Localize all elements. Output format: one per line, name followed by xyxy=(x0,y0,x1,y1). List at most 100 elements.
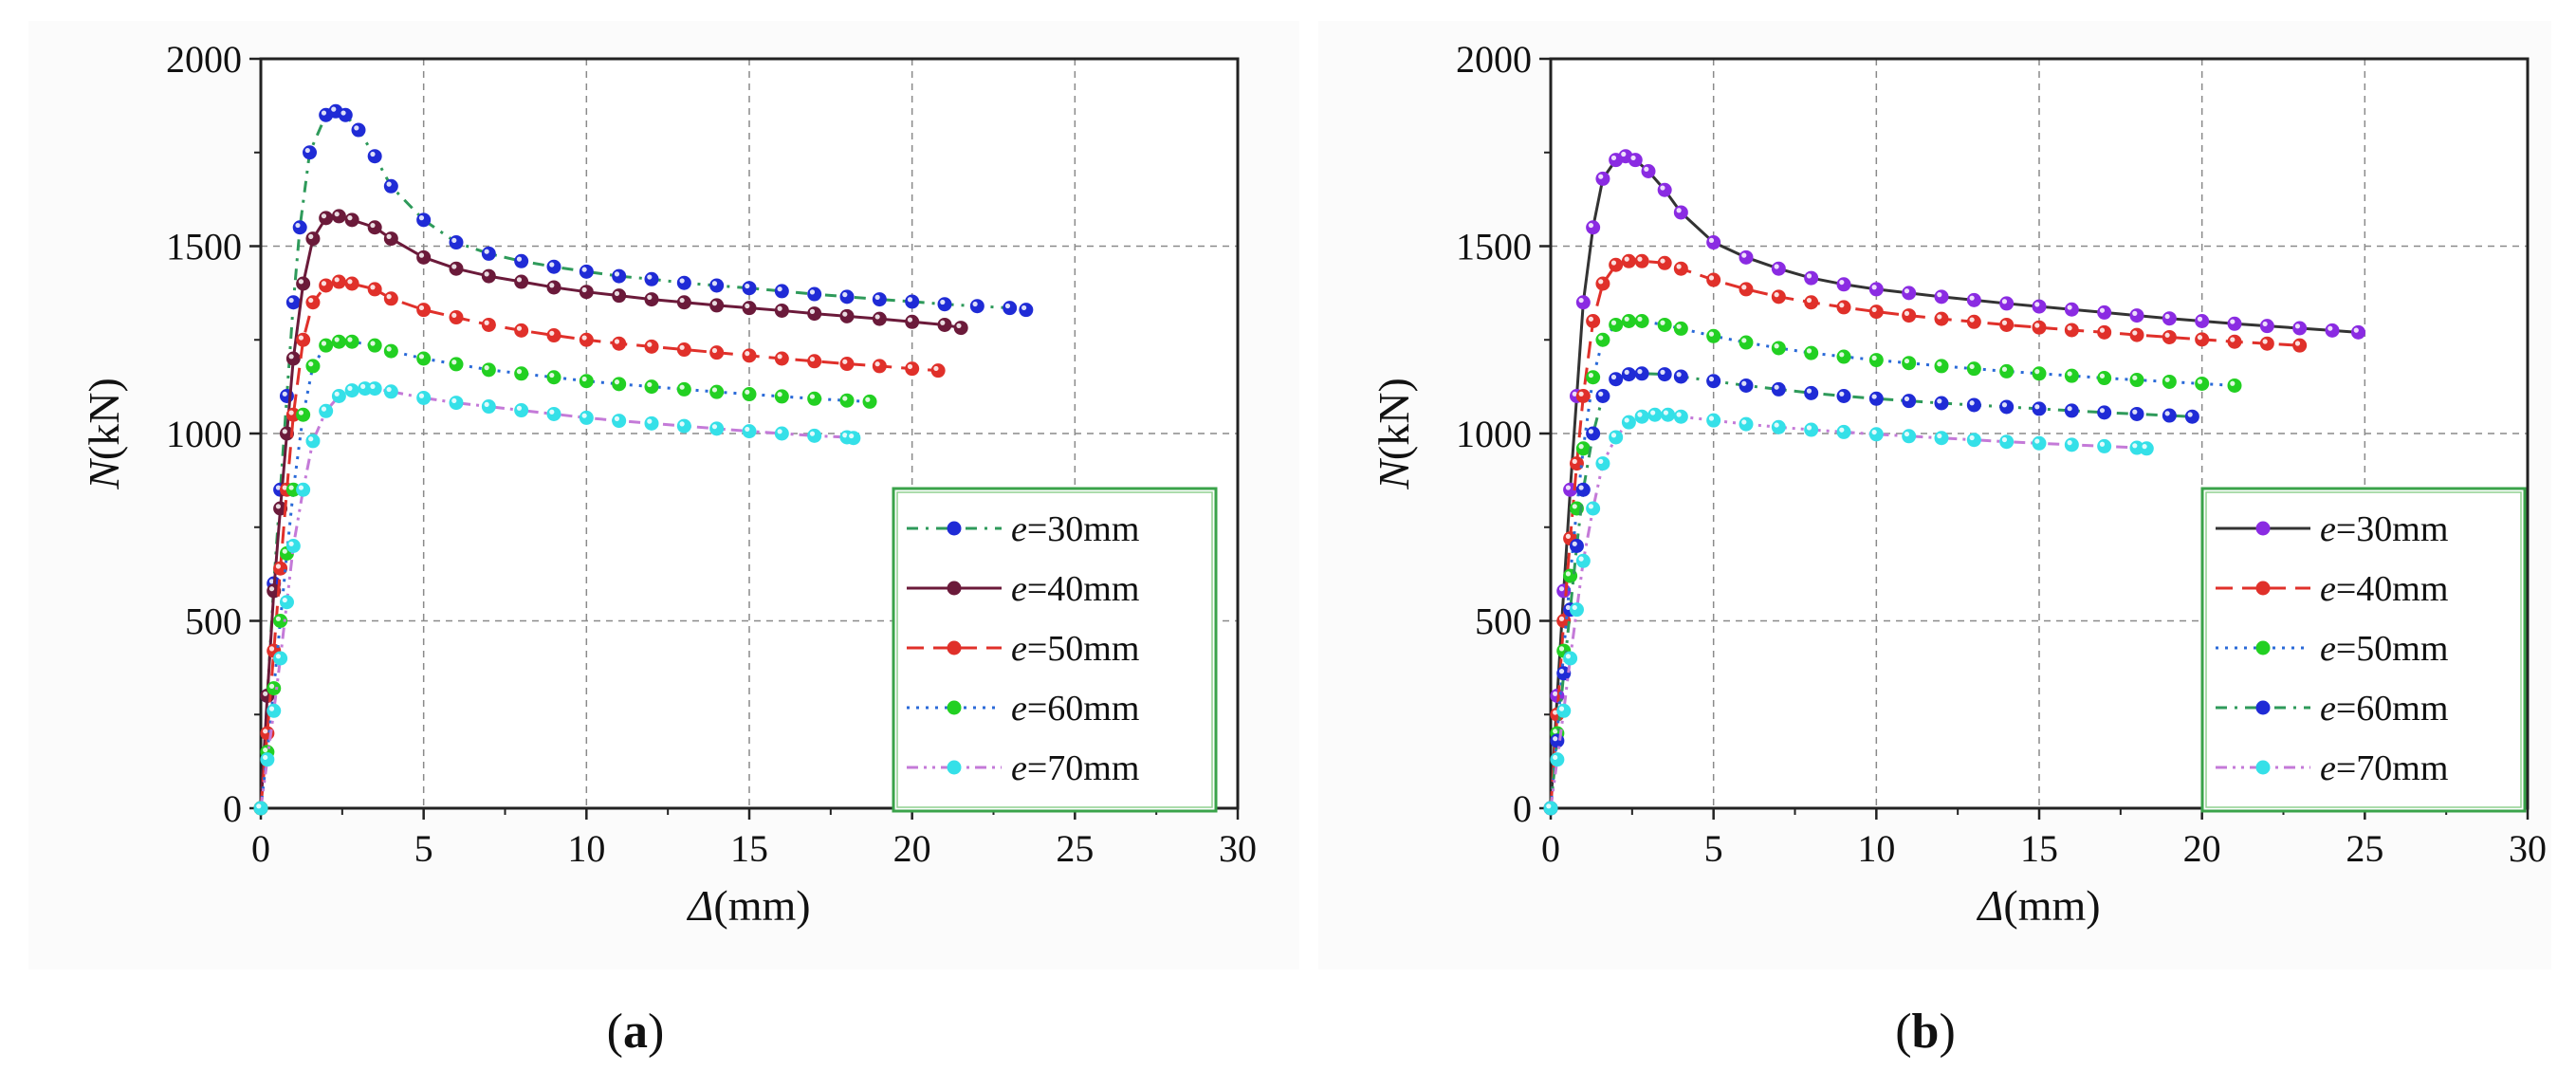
data-point-highlight xyxy=(263,754,268,761)
data-point-highlight xyxy=(777,429,782,434)
data-point xyxy=(937,297,952,312)
data-point-highlight xyxy=(1572,604,1577,611)
legend-label: e=50mm xyxy=(2320,629,2448,669)
series-e=50mm xyxy=(253,274,946,816)
data-point xyxy=(1966,397,1981,413)
data-point xyxy=(1621,314,1636,328)
data-point-highlight xyxy=(2262,339,2268,344)
data-point-highlight xyxy=(2067,406,2072,412)
data-point-highlight xyxy=(842,311,848,317)
data-point-highlight xyxy=(1676,264,1682,269)
data-point-highlight xyxy=(347,279,353,285)
data-point-highlight xyxy=(2164,332,2170,338)
data-point-highlight xyxy=(1572,391,1577,397)
data-point-highlight xyxy=(1558,646,1565,652)
y-tick-label: 2000 xyxy=(1456,38,1532,81)
data-point xyxy=(2097,305,2112,320)
legend-item: e=40mm xyxy=(2216,569,2448,609)
data-point-highlight xyxy=(354,125,359,131)
data-point-highlight xyxy=(1676,372,1682,378)
data-point xyxy=(344,212,359,228)
series-e=70mm xyxy=(253,381,861,816)
data-point xyxy=(807,428,822,443)
data-point-highlight xyxy=(581,286,587,293)
x-tick-label: 25 xyxy=(2346,827,2383,870)
data-point xyxy=(2227,316,2242,331)
data-point-highlight xyxy=(418,393,425,398)
data-point-highlight xyxy=(874,361,880,367)
data-point xyxy=(481,317,496,332)
data-point xyxy=(2162,408,2177,423)
data-point xyxy=(1836,424,1851,439)
legend-marker xyxy=(2255,581,2271,596)
data-point-highlight xyxy=(933,365,939,372)
data-point xyxy=(1868,427,1884,442)
data-point xyxy=(267,681,282,696)
data-point-highlight xyxy=(288,541,294,546)
data-point-highlight xyxy=(711,281,718,286)
data-point-highlight xyxy=(451,360,457,365)
data-point xyxy=(1657,255,1672,270)
data-point-highlight xyxy=(745,303,750,309)
data-point-highlight xyxy=(1937,433,1942,439)
data-point xyxy=(742,301,757,316)
data-point-highlight xyxy=(1937,361,1942,367)
data-point xyxy=(1003,301,1018,316)
x-tick-label: 10 xyxy=(567,827,605,870)
data-point-highlight xyxy=(1572,458,1577,464)
x-tick-label: 25 xyxy=(1056,827,1094,870)
legend-label: e=60mm xyxy=(1011,689,1139,729)
data-point-highlight xyxy=(777,305,782,311)
data-point xyxy=(331,274,346,289)
legend-label-value: =30mm xyxy=(1027,509,1140,549)
data-point-highlight xyxy=(1637,412,1643,417)
series-line xyxy=(259,387,855,809)
data-point-highlight xyxy=(549,262,555,268)
data-point xyxy=(774,351,789,366)
data-point-highlight xyxy=(1610,374,1617,380)
data-point xyxy=(1673,369,1688,384)
data-point-highlight xyxy=(1774,384,1779,390)
data-point xyxy=(709,278,725,293)
data-point xyxy=(514,403,529,418)
data-point-highlight xyxy=(1572,504,1577,509)
data-point-highlight xyxy=(334,277,340,283)
data-point xyxy=(1647,407,1663,422)
data-point xyxy=(2129,406,2144,421)
data-point-highlight xyxy=(647,418,653,424)
data-point xyxy=(872,311,887,326)
data-point xyxy=(2162,311,2177,326)
data-point xyxy=(1673,261,1688,276)
data-point-highlight xyxy=(1839,352,1845,358)
data-point-highlight xyxy=(907,363,913,370)
data-point-highlight xyxy=(1904,396,1910,402)
data-point-highlight xyxy=(418,354,425,360)
data-point-highlight xyxy=(1553,691,1558,696)
legend-label: e=30mm xyxy=(1011,509,1139,549)
data-point-highlight xyxy=(1806,425,1812,431)
data-point-highlight xyxy=(1741,285,1747,290)
data-point-highlight xyxy=(268,706,275,711)
data-point xyxy=(2227,334,2242,349)
data-point xyxy=(303,145,317,160)
data-point-highlight xyxy=(386,233,392,239)
data-point xyxy=(709,298,725,313)
data-point xyxy=(1641,164,1656,178)
data-point-highlight xyxy=(809,431,816,436)
data-point-highlight xyxy=(745,426,750,433)
data-point-highlight xyxy=(1708,376,1715,382)
data-point-highlight xyxy=(1937,314,1942,320)
data-point-highlight xyxy=(484,249,489,254)
data-point xyxy=(1868,305,1884,320)
data-point xyxy=(319,211,334,226)
x-tick-label: 0 xyxy=(251,827,270,870)
data-point-highlight xyxy=(581,376,587,382)
data-point xyxy=(546,406,561,421)
data-point xyxy=(449,235,464,250)
data-point-highlight xyxy=(614,339,620,344)
data-point xyxy=(1771,381,1786,397)
data-point xyxy=(481,399,496,415)
data-point xyxy=(839,289,855,305)
data-point xyxy=(2064,437,2079,452)
data-point-highlight xyxy=(275,504,281,509)
